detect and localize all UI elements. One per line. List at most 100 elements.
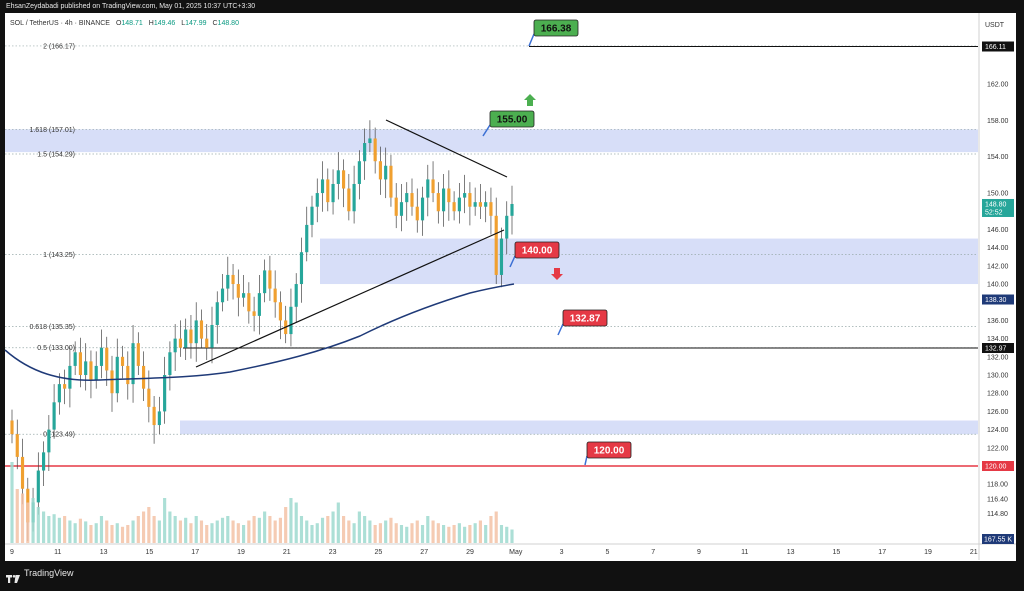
price-badge-label: 138.30	[985, 297, 1007, 304]
candle-body	[115, 356, 119, 394]
volume-bar	[510, 529, 514, 543]
volume-bar	[26, 502, 30, 543]
x-tick-label: 3	[560, 549, 564, 556]
candle-body	[384, 165, 388, 180]
low-label: L	[181, 20, 186, 27]
candle-body	[294, 284, 298, 307]
candle-body	[336, 170, 340, 184]
volume-badge-box	[982, 534, 1014, 544]
volume-bar	[505, 526, 509, 543]
volume-bar	[63, 516, 67, 543]
x-tick-label: 19	[237, 549, 245, 556]
price-badge-box	[982, 343, 1014, 354]
x-tick-label: 27	[420, 549, 428, 556]
open-label: O	[115, 20, 122, 27]
candle-body	[173, 338, 177, 353]
volume-bar	[52, 514, 56, 543]
price-badge: 132.97	[982, 343, 1014, 354]
candle-body	[142, 365, 146, 389]
volume-bar	[42, 511, 46, 543]
volume-bar	[310, 525, 314, 543]
volume-bar	[457, 523, 461, 543]
candle-body	[189, 329, 193, 344]
volume-bar	[468, 525, 472, 543]
target-166-callout: 166.38	[528, 19, 579, 47]
symbol-legend: SOL / TetherUS · 4h · BINANCE O148.71 H1…	[10, 20, 239, 27]
volume-bar	[405, 526, 409, 543]
candle-body	[268, 270, 272, 289]
candle-body	[168, 352, 172, 376]
volume-bar	[236, 523, 240, 543]
close-label: C	[212, 20, 218, 27]
x-tick-label: 5	[605, 549, 609, 556]
candle-body	[273, 288, 277, 303]
target-166-pointer	[528, 33, 535, 47]
volume-bar	[184, 517, 188, 543]
x-tick-label: 19	[924, 549, 932, 556]
candle-body	[42, 452, 46, 471]
candle-body	[305, 224, 309, 253]
close-value: 148.80	[217, 20, 239, 27]
candle-body	[226, 274, 230, 289]
target-132-pointer	[557, 323, 564, 336]
x-tick-label: 25	[375, 549, 383, 556]
descending-trendline	[385, 119, 508, 178]
price-badge-label: 166.11	[985, 44, 1006, 51]
candle-body	[426, 179, 430, 198]
volume-bar	[399, 525, 404, 543]
open-value: 148.71	[121, 20, 143, 27]
volume-bar	[47, 516, 51, 543]
candle-body	[442, 188, 446, 212]
x-tick-label: 13	[100, 549, 108, 556]
x-tick-label: 23	[329, 549, 337, 556]
candle-body	[452, 202, 456, 212]
target-140-callout: 140.00	[509, 241, 560, 268]
target-120-callout: 120.00	[584, 441, 632, 466]
candle-body	[331, 183, 335, 203]
volume-bar	[320, 517, 325, 543]
candle-body	[326, 179, 330, 203]
volume-bar	[152, 516, 156, 543]
candle-body	[236, 284, 240, 298]
candle-body	[257, 293, 261, 316]
volume-bar	[357, 511, 361, 543]
candle-body	[110, 370, 114, 394]
zone-2	[180, 420, 978, 435]
candle-body	[478, 202, 482, 207]
chart-frame[interactable]	[5, 13, 1016, 561]
target-132-label: 132.87	[570, 314, 601, 325]
price-badge-box	[982, 198, 1014, 217]
price-badge-box	[982, 41, 1014, 52]
candle-body	[36, 470, 40, 503]
candle-body	[84, 361, 88, 376]
volume-bar	[94, 523, 98, 543]
candle-body	[457, 197, 461, 212]
candle-body	[247, 293, 251, 312]
target-166-box	[533, 19, 579, 37]
volume-bar	[84, 521, 88, 543]
candle-body	[199, 320, 204, 339]
y-tick-label: 130.00	[987, 373, 1009, 380]
candle-body	[73, 352, 77, 366]
volume-bar	[342, 516, 346, 543]
candle-body	[99, 347, 104, 366]
volume-bar	[242, 525, 246, 543]
down-arrow-icon	[551, 268, 563, 280]
zone-1	[320, 238, 978, 285]
target-155-box	[489, 110, 535, 128]
moving-average-line	[4, 283, 515, 381]
volume-bar	[131, 520, 135, 543]
volume-bar	[147, 507, 151, 543]
candle-body	[310, 206, 314, 225]
volume-bar	[331, 511, 335, 543]
volume-bar	[268, 516, 272, 543]
ascending-trendline	[195, 229, 505, 368]
volume-badge: 167.55 K	[982, 534, 1014, 544]
candle-body	[94, 365, 98, 380]
candle-body	[231, 274, 235, 285]
volume-bars	[10, 462, 514, 543]
candle-body	[499, 238, 504, 275]
target-140-pointer	[509, 255, 516, 268]
